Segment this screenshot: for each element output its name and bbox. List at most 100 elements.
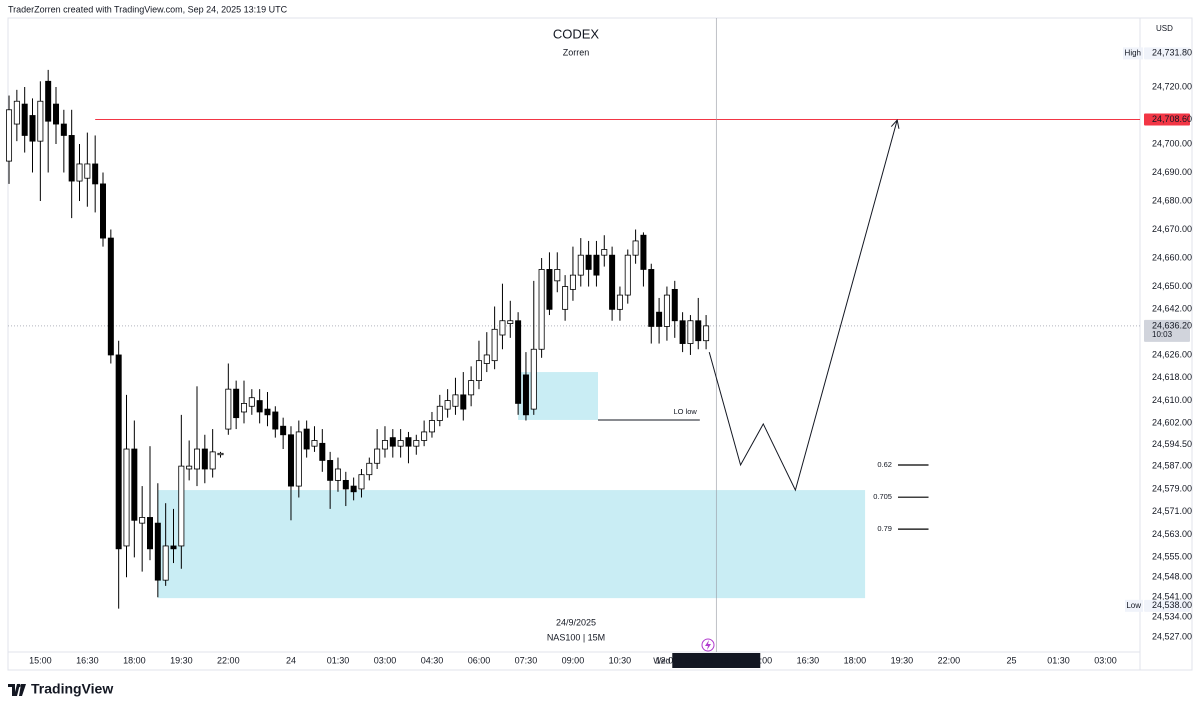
y-tick-label: 24,555.00 [1152,552,1192,562]
candle-body [139,517,146,524]
candle-body [131,448,138,521]
candle-body [201,448,208,470]
candle-body [640,234,647,270]
zone [518,372,599,420]
candle-body [233,388,240,419]
candle-body [405,437,412,447]
candle-body [178,465,185,547]
candle-body [45,80,52,122]
x-tick-label: 19:30 [891,655,914,665]
x-tick-label: 03:00 [374,655,397,665]
candle-body [76,163,83,182]
crosshair-date: Wed 24 Sep '25 [653,655,713,665]
candle-body [107,237,114,356]
candle-body [209,451,216,470]
candle-body [295,431,302,487]
projection-path [708,120,897,492]
y-tick-label: 24,618.00 [1152,372,1192,382]
candle-body [37,100,44,142]
last-price-countdown: 10:03 [1152,330,1173,339]
high-box [1144,47,1190,60]
candle-body [154,522,161,581]
y-tick-label: 24,571.00 [1152,506,1192,516]
candle-body [115,354,122,550]
low-value: 24,538.00 [1152,600,1192,610]
candle-body [538,269,545,350]
candle-body [468,380,475,396]
high-label: High [1125,48,1141,57]
brand-logo [8,683,26,696]
candle-body [413,440,420,447]
candle-body [389,437,396,447]
fib-label: 0.62 [877,460,892,469]
candle-body [515,320,522,404]
candle-body [60,123,67,136]
candle-body [311,440,318,447]
last-price-box [1144,319,1190,342]
x-tick-label: 18:00 [844,655,867,665]
candle-body [6,109,13,162]
y-tick-label: 24,642.00 [1152,304,1192,314]
candle-body [272,411,279,430]
x-tick-label: 09:00 [562,655,585,665]
candle-body [507,320,514,324]
candle-body [53,103,60,125]
fib-label: 0.79 [877,524,892,533]
candle-body [264,408,271,416]
x-tick-label: 16:30 [797,655,820,665]
crosshair-time: 13:30 [719,655,741,665]
candle-body [554,269,561,282]
x-tick-label: 15:00 [29,655,52,665]
y-tick-label: 24,626.00 [1152,349,1192,359]
candle-body [609,254,616,310]
candle-body [240,403,247,413]
candle-body [342,479,349,490]
candle-body [679,320,686,344]
candle-body [374,448,381,464]
y-tick-label: 24,610.00 [1152,395,1192,405]
candle-body [687,320,694,344]
candle-body [585,254,592,270]
y-tick-label: 24,541.00 [1152,592,1192,602]
candle-body [92,163,99,185]
candle-body [381,440,388,450]
candle-body [428,420,435,433]
candle-body [350,485,357,493]
y-tick-label: 24,602.00 [1152,418,1192,428]
candle-body [334,468,341,481]
y-tick-label: 24,650.00 [1152,281,1192,291]
candle-body [483,354,490,364]
candle-body [13,100,20,125]
candle-body [123,448,130,547]
crosshair-time-box [672,653,761,668]
candle-body [287,434,294,487]
candle-body [444,400,451,410]
high-tag [1123,47,1143,60]
y-tick-label: 24,670.00 [1152,224,1192,234]
candle-body [256,400,263,413]
candle-body [522,374,529,416]
candle-body [248,397,255,407]
candle-body [648,269,655,327]
candle-body [186,465,193,470]
y-tick-label: 24,548.00 [1152,572,1192,582]
candle-body [319,442,326,461]
candle-body [21,103,28,136]
x-tick-label: 25 [1007,655,1017,665]
x-tick-label: 06:00 [468,655,491,665]
candle-body [562,286,569,310]
x-tick-label: 22:00 [938,655,961,665]
chart-frame [7,17,1193,671]
brand-name: TradingView [31,681,113,697]
y-tick-label: 24,720.00 [1152,81,1192,91]
candle-body [436,405,443,421]
candle-body [193,448,200,470]
candle-body [225,388,232,430]
candle-body [217,452,224,456]
y-tick-label: 24,579.00 [1152,483,1192,493]
candle-body [397,440,404,447]
candle-body [421,431,428,441]
low-box [1144,599,1190,612]
candle-body [703,325,710,342]
candle-body [162,545,169,581]
